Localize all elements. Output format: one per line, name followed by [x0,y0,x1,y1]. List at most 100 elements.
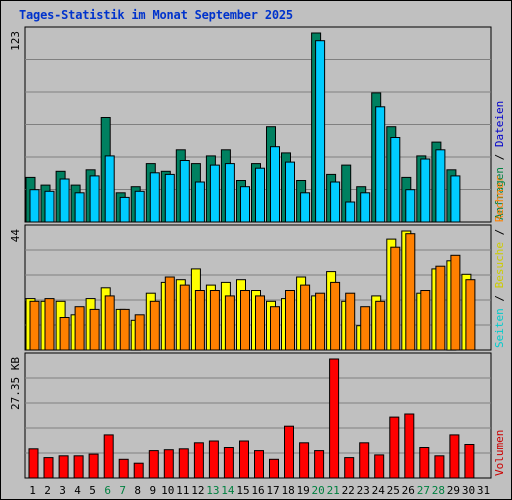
bar-rechner-day-19 [300,284,311,351]
bar-dateien-day-26 [405,189,416,223]
x-tick-label-day-13: 13 [206,484,219,497]
y-max-label-bottom: 27.35 KB [9,357,22,410]
y-max-label-middle: 44 [9,229,22,243]
bar-dateien-day-15 [240,186,250,223]
bar-volumen-day-11 [178,448,189,479]
bar-rechner-day-6 [104,295,115,351]
bar-volumen-day-2 [43,457,54,479]
x-tick-label-day-2: 2 [44,484,51,497]
bar-dateien-day-8 [134,190,145,223]
bar-volumen-day-24 [374,454,385,479]
bar-rechner-day-27 [420,290,431,351]
bar-dateien-day-24 [375,106,386,223]
bar-volumen-day-4 [73,455,84,479]
bar-dateien-day-29 [450,175,461,223]
bar-dateien-day-22 [345,201,356,223]
bar-volumen-day-23 [359,442,370,479]
x-tick-label-day-17: 17 [266,484,279,497]
bar-rechner-day-13 [209,290,220,351]
bar-dateien-day-4 [74,192,85,223]
bar-volumen-day-25 [389,416,400,479]
x-tick-label-day-22: 22 [342,484,355,497]
bar-dateien-day-2 [44,190,55,223]
bar-rechner-day-9 [149,300,160,351]
bar-dateien-day-19 [300,192,311,223]
bar-rechner-day-18 [285,290,295,351]
bar-volumen-day-30 [464,444,475,479]
bar-volumen-day-26 [404,413,415,479]
bar-dateien-day-28 [435,149,446,223]
x-tick-label-day-28: 28 [432,484,445,497]
bar-volumen-day-14 [223,447,234,479]
x-tick-label-day-6: 6 [104,484,111,497]
bar-rechner-day-15 [240,290,250,351]
x-tick-label-day-4: 4 [74,484,81,497]
bar-volumen-day-21 [329,358,340,479]
bar-dateien-day-11 [179,160,190,223]
bar-rechner-day-28 [435,265,446,351]
x-tick-label-day-21: 21 [327,484,340,497]
bar-rechner-day-8 [134,314,145,351]
x-tick-label-day-8: 8 [134,484,141,497]
bar-volumen-day-10 [163,449,174,479]
bar-volumen-day-3 [58,455,69,479]
bar-rechner-day-25 [390,246,401,351]
bar-volumen-day-13 [208,440,219,479]
bar-volumen-day-20 [314,450,325,479]
bar-volumen-day-28 [434,455,445,479]
bar-rechner-day-14 [224,295,235,351]
x-tick-label-day-24: 24 [372,484,386,497]
y-max-label-top: 123 [9,31,22,51]
x-tick-label-day-3: 3 [59,484,66,497]
bar-dateien-day-5 [89,175,100,223]
bar-volumen-day-29 [449,434,460,479]
bar-dateien-day-12 [194,181,205,223]
bar-rechner-day-5 [89,308,100,351]
bar-volumen-day-7 [118,458,129,479]
bar-rechner-day-3 [59,317,70,351]
legend-item: Dateien [493,101,506,147]
bar-volumen-day-9 [148,450,159,479]
bar-volumen-day-22 [344,457,355,479]
x-tick-label-day-14: 14 [221,484,235,497]
x-tick-label-day-15: 15 [236,484,249,497]
legend-item: / [493,288,506,308]
x-tick-label-day-19: 19 [296,484,309,497]
bar-dateien-day-14 [224,163,235,223]
x-tick-label-day-20: 20 [311,484,324,497]
bar-volumen-day-15 [239,440,249,479]
bar-volumen-day-1 [28,448,39,479]
bar-volumen-day-17 [269,458,279,479]
bar-dateien-day-18 [285,161,295,223]
bar-dateien-day-9 [149,172,160,223]
bar-rechner-day-4 [74,306,85,351]
x-tick-label-day-31: 31 [477,484,490,497]
bar-dateien-day-25 [390,137,401,223]
bar-dateien-day-20 [315,40,326,223]
bar-rechner-day-22 [345,292,356,351]
bar-dateien-day-7 [119,196,130,223]
bar-rechner-day-1 [29,300,40,351]
x-tick-label-day-11: 11 [176,484,189,497]
bar-volumen-day-19 [299,442,310,479]
bar-rechner-day-16 [255,295,265,351]
bar-volumen-day-27 [419,447,430,479]
x-tick-label-day-10: 10 [161,484,174,497]
legend-item: Volumen [493,430,506,476]
legend-item: Anfragen [493,167,506,220]
bar-rechner-day-12 [194,290,205,351]
bar-dateien-day-1 [29,189,40,223]
chart-title: Tages-Statistik im Monat September 2025 [19,8,293,22]
x-tick-label-day-5: 5 [89,484,96,497]
x-tick-label-day-25: 25 [387,484,400,497]
legend-item: / [493,222,506,242]
x-tick-label-day-1: 1 [29,484,36,497]
x-tick-label-day-12: 12 [191,484,204,497]
bar-dateien-day-13 [209,164,220,223]
bar-rechner-day-21 [330,281,341,351]
legend-top: Anfragen / Dateien [493,101,506,220]
legend-item: / [493,147,506,167]
bar-volumen-day-18 [284,425,294,479]
